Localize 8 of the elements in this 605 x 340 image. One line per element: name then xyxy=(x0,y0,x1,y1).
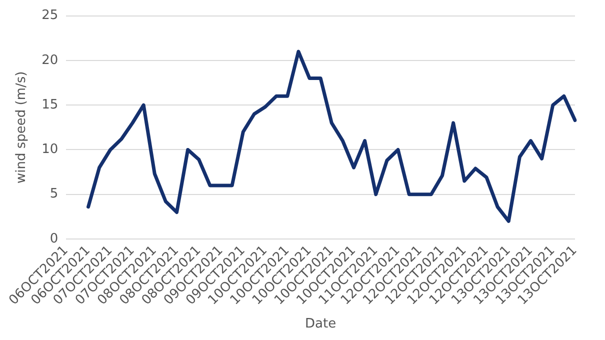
y-tick-label: 15 xyxy=(42,97,58,112)
y-tick-label: 25 xyxy=(42,8,58,24)
y-tick-label: 10 xyxy=(42,142,58,158)
y-tick-label: 5 xyxy=(50,186,58,202)
y-tick-label: 0 xyxy=(50,231,58,246)
y-tick-label: 20 xyxy=(42,52,58,68)
y-axis-title: wind speed (m/s) xyxy=(14,71,30,184)
x-axis-title: Date xyxy=(305,316,336,332)
